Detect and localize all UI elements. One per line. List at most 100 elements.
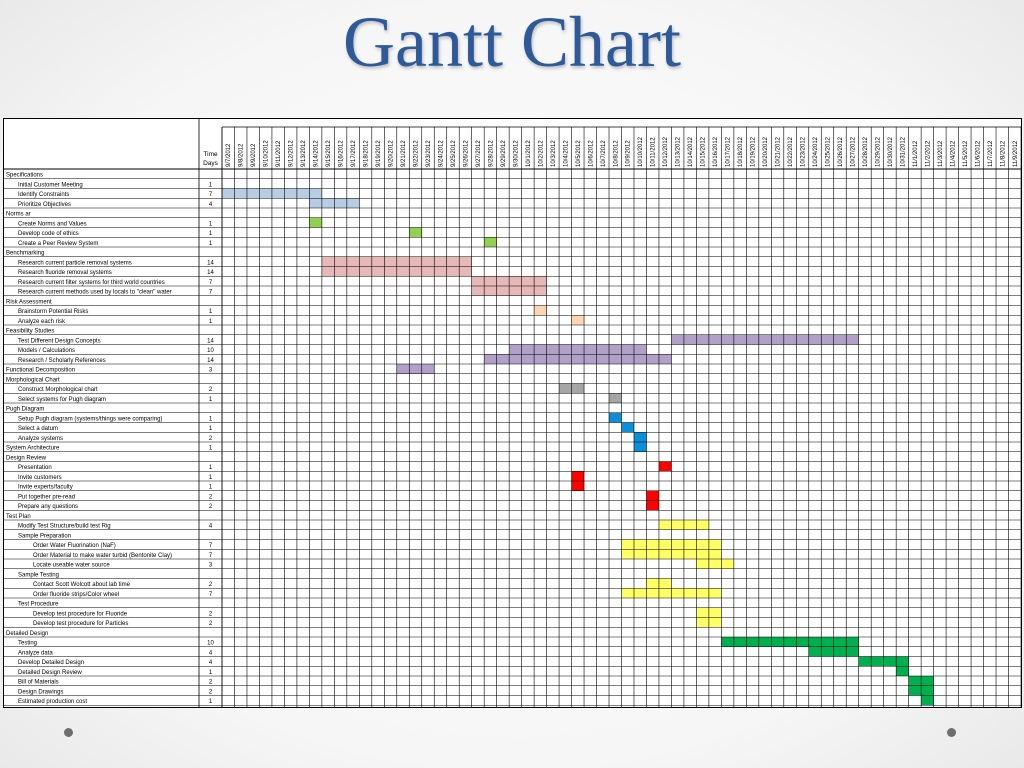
date-tick-label: 11/5/2012 — [963, 140, 969, 167]
task-name-label: Put together pre-read — [18, 494, 75, 500]
date-tick-label: 9/27/2012 — [476, 140, 482, 167]
task-duration-label: 7 — [209, 553, 213, 559]
date-tick-label: 10/3/2012 — [551, 140, 557, 167]
gantt-bar — [633, 432, 647, 442]
task-name-label: Feasibility Studies — [6, 329, 54, 335]
date-tick-label: 10/17/2012 — [726, 136, 732, 167]
task-duration-label: 10 — [207, 348, 214, 354]
date-tick-label: 10/2/2012 — [538, 140, 544, 167]
task-duration-label: 7 — [209, 192, 213, 198]
task-duration-label: 2 — [209, 611, 213, 617]
date-tick-label: 9/16/2012 — [339, 140, 345, 167]
date-tick-label: 10/21/2012 — [776, 136, 782, 167]
task-duration-label: 7 — [209, 290, 213, 296]
date-tick-label: 9/28/2012 — [488, 140, 494, 167]
date-tick-label: 9/20/2012 — [389, 140, 395, 167]
gantt-bar — [409, 227, 422, 238]
gantt-bar — [658, 461, 672, 472]
task-duration-label: 2 — [209, 504, 213, 510]
task-name-label: Detailed Design — [6, 631, 48, 637]
bullet-left-dot — [64, 728, 73, 737]
task-name-label: Create Norms and Values — [18, 221, 87, 227]
task-duration-label: 1 — [209, 446, 213, 452]
date-tick-label: 10/5/2012 — [576, 140, 582, 167]
gantt-bar — [571, 471, 585, 481]
task-duration-label: 14 — [207, 338, 214, 344]
gantt-bar — [484, 237, 497, 247]
task-name-label: Analyze data — [18, 650, 53, 656]
date-tick-label: 9/18/2012 — [364, 140, 370, 167]
date-tick-label: 10/18/2012 — [738, 136, 744, 167]
task-name-label: Analyze systems — [18, 436, 63, 442]
task-duration-label: 1 — [209, 221, 213, 227]
gantt-bar — [534, 305, 547, 316]
date-tick-label: 10/4/2012 — [563, 140, 569, 167]
gantt-bar — [609, 393, 622, 403]
date-tick-label: 9/22/2012 — [414, 140, 420, 167]
gantt-bar — [633, 442, 647, 452]
task-duration-label: 1 — [209, 319, 213, 325]
task-duration-label: 3 — [209, 563, 213, 569]
gantt-bar — [646, 490, 659, 501]
date-tick-label: 9/12/2012 — [289, 140, 295, 167]
task-duration-label: 14 — [207, 270, 214, 276]
date-tick-label: 10/25/2012 — [825, 136, 831, 167]
task-name-label: Order Water Fluorination (NaF) — [33, 543, 116, 549]
task-name-label: Design Drawings — [18, 689, 63, 695]
task-duration-label: 1 — [209, 416, 213, 422]
task-duration-label: 7 — [209, 543, 213, 549]
task-name-label: Initial Customer Meeting — [18, 182, 83, 188]
task-name-label: Benchmarking — [6, 251, 44, 257]
gantt-bar — [721, 637, 859, 647]
task-name-label: Identify Constraints — [18, 192, 69, 198]
date-tick-label: 11/9/2012 — [1013, 140, 1019, 167]
task-name-label: Functional Decomposition — [6, 368, 75, 374]
date-tick-label: 9/11/2012 — [276, 140, 282, 167]
task-name-label: Modify Test Structure/build test Rig — [18, 524, 111, 530]
task-duration-label: 4 — [209, 650, 213, 656]
task-name-label: Order Material to make water turbid (Ben… — [33, 553, 172, 559]
gantt-bar — [921, 695, 934, 706]
gantt-bar — [309, 217, 322, 228]
date-tick-label: 11/3/2012 — [938, 140, 944, 167]
date-tick-label: 9/8/2012 — [239, 143, 245, 167]
duration-header-time: Time — [203, 151, 218, 158]
task-name-label: Select a datum — [18, 426, 58, 432]
date-tick-label: 9/24/2012 — [438, 140, 444, 167]
task-name-label: Detailed Design Review — [18, 670, 82, 676]
date-tick-label: 10/26/2012 — [838, 136, 844, 167]
task-name-label: Research current methods used by locals … — [18, 290, 172, 296]
task-duration-label: 2 — [209, 582, 213, 588]
task-duration-label: 2 — [209, 621, 213, 627]
task-name-label: Specifications — [6, 173, 43, 179]
gantt-bar — [509, 344, 647, 355]
task-name-label: Research fluoride removal systems — [18, 270, 112, 276]
task-name-label: Construct Morphological chart — [18, 387, 98, 393]
task-duration-label: 7 — [209, 592, 213, 598]
date-tick-label: 9/23/2012 — [426, 140, 432, 167]
date-tick-label: 10/14/2012 — [688, 136, 694, 167]
task-name-label: Brainstorm Potential Risks — [18, 309, 88, 315]
task-name-label: Order fluoride strips/Color wheel — [33, 592, 119, 598]
task-duration-label: 1 — [209, 397, 213, 403]
date-tick-label: 11/8/2012 — [1000, 140, 1006, 167]
date-tick-label: 10/9/2012 — [626, 140, 632, 167]
task-duration-label: 1 — [209, 699, 213, 705]
date-tick-label: 10/6/2012 — [588, 140, 594, 167]
task-name-label: Analyze each risk — [18, 319, 66, 325]
date-tick-label: 11/6/2012 — [975, 140, 981, 167]
task-duration-label: 7 — [209, 280, 213, 286]
task-name-label: Test Plan — [6, 514, 31, 520]
task-name-label: Prioritize Objectives — [18, 202, 71, 208]
date-tick-label: 11/7/2012 — [988, 140, 994, 167]
date-tick-label: 10/16/2012 — [713, 136, 719, 167]
date-tick-label: 11/4/2012 — [950, 140, 956, 167]
task-duration-label: 1 — [209, 231, 213, 237]
task-duration-label: 14 — [207, 260, 214, 266]
task-duration-label: 2 — [209, 689, 213, 695]
date-tick-label: 9/10/2012 — [264, 140, 270, 167]
date-tick-label: 11/1/2012 — [913, 140, 919, 167]
task-name-label: Testing — [18, 641, 37, 647]
date-tick-label: 10/10/2012 — [638, 136, 644, 167]
task-name-label: Estimated production cost — [18, 699, 87, 705]
